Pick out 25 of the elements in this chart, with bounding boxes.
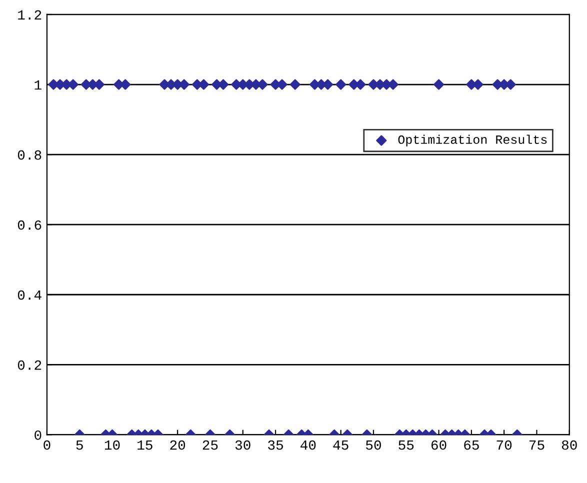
x-tick-label: 15 bbox=[138, 440, 152, 450]
legend-label: Optimization Results bbox=[398, 134, 547, 146]
y-tick-label: 1.2 bbox=[18, 10, 42, 20]
y-tick-label: 0.2 bbox=[18, 360, 42, 370]
x-tick-label: 50 bbox=[366, 440, 381, 450]
x-tick-label: 0 bbox=[44, 440, 50, 450]
x-tick-label: 30 bbox=[235, 440, 250, 450]
y-tick-label: 0 bbox=[34, 430, 42, 440]
x-tick-label: 80 bbox=[562, 440, 577, 450]
y-tick-label: 0.6 bbox=[18, 220, 42, 230]
x-tick-label: 20 bbox=[170, 440, 186, 450]
x-tick-label: 10 bbox=[104, 440, 120, 450]
x-tick-label: 70 bbox=[496, 440, 512, 450]
y-tick-label: 0.4 bbox=[18, 290, 42, 300]
x-tick-label: 40 bbox=[300, 440, 316, 450]
x-tick-label: 60 bbox=[431, 440, 446, 450]
x-tick-label: 45 bbox=[333, 440, 348, 450]
x-tick-label: 5 bbox=[76, 440, 83, 450]
x-tick-label: 65 bbox=[464, 440, 479, 450]
x-tick-label: 35 bbox=[268, 440, 283, 450]
x-tick-label: 25 bbox=[202, 440, 218, 450]
x-tick-label: 55 bbox=[398, 440, 414, 450]
x-tick-label: 75 bbox=[529, 440, 544, 450]
y-tick-label: 0.8 bbox=[18, 150, 42, 160]
y-tick-label: 1 bbox=[34, 80, 42, 90]
